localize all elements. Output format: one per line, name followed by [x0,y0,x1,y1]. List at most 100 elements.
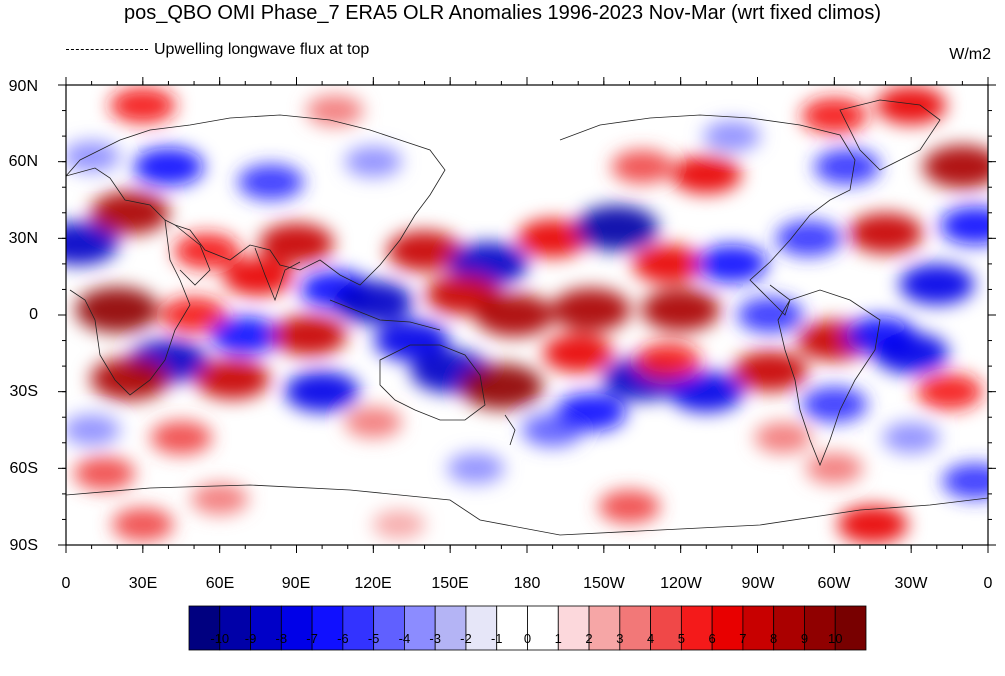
anomaly-blob [875,86,947,125]
units-label: W/m2 [949,46,991,63]
colorbar-swatch [834,605,867,651]
lat-label-30s: 30S [9,383,38,400]
lat-label-90n: 90N [8,78,38,95]
anomaly-blob [882,422,940,454]
lon-label-90w: 90W [741,575,775,592]
axis-ticks [58,77,996,553]
colorbar-tick-label: 7 [739,631,747,646]
coastline-maritime [329,299,441,331]
anomaly-blob [75,287,160,333]
coastline-india [254,247,301,302]
anomaly-blob [814,148,881,185]
coastline-europe-asia [66,114,446,286]
colorbar-tick-label: 2 [585,631,593,646]
anomaly-blob [66,221,119,266]
anomaly-blob [150,420,213,455]
colorbar-tick-label: 1 [554,631,562,646]
anomaly-blob [551,288,631,332]
anomaly-blob [634,343,701,379]
anomaly-blob [474,293,554,337]
colorbar-swatch [711,605,744,651]
legend-label: Upwelling longwave flux at top [154,41,370,58]
anomaly-field [66,86,988,544]
lat-label-eq: 0 [29,306,38,323]
anomaly-blob [73,456,136,491]
anomaly-blob [754,422,812,454]
anomaly-blob [90,191,170,235]
colorbar-tick-label: -6 [337,631,349,646]
anomaly-blob [899,263,975,305]
anomaly-blob [696,244,768,284]
colorbar-swatch [773,605,805,651]
colorbar-tick-label: 3 [616,631,624,646]
anomaly-blob [611,149,674,184]
anomaly-blob [916,373,983,410]
colorbar-tick-label: -10 [210,631,230,646]
colorbar-tick-label: 4 [646,631,655,646]
lon-label-120e: 120E [354,575,392,592]
lon-label-30e: 30E [128,575,158,592]
anomaly-blob [112,507,174,542]
colorbar-tick-label: 5 [677,631,685,646]
anomaly-blob [775,220,842,257]
anomaly-blob [372,510,426,539]
colorbar-tick-label: 8 [770,631,778,646]
anomaly-blob [668,371,744,413]
anomaly-blob [109,87,176,124]
colorbar-tick-label: -1 [490,631,503,646]
anomaly-blob [837,505,908,544]
map-title: pos_QBO OMI Phase_7 ERA5 OLR Anomalies 1… [124,2,881,24]
lon-label-150e: 150E [431,575,469,592]
lon-label-60w: 60W [817,575,851,592]
anomaly-blob [222,257,294,296]
anomaly-blob [801,97,868,134]
colorbar-swatch [434,605,467,651]
coastline-africa [66,167,191,396]
anomaly-blob [574,205,659,251]
anomaly-blob [543,334,614,373]
anomaly-blob [195,358,270,400]
coastline-antarctica [66,484,988,536]
anomaly-blob [555,392,627,432]
coastlines [66,99,988,536]
anomaly-blob [801,386,868,423]
coastline-arabia [174,224,211,286]
anomaly-blob [306,94,364,127]
lat-label-30n: 30N [8,230,38,247]
colorbar-tick-label: -4 [398,631,411,646]
lon-label-120w: 120W [660,575,702,592]
anomaly-blob [66,140,121,173]
colorbar-tick-label: -5 [367,631,380,646]
colorbar-swatch [311,605,344,651]
anomaly-blob [942,463,988,500]
anomaly-blob [671,155,742,194]
lon-label-150w: 150W [583,575,625,592]
colorbar-swatch [619,605,651,651]
anomaly-blob [271,315,347,356]
anomaly-blob [161,297,228,333]
anomaly-blob [284,371,360,413]
anomaly-blob [374,320,450,361]
anomaly-blob [237,164,304,201]
coastline-north-america [559,114,856,316]
anomaly-blob [703,120,761,152]
dashed-line-legend: Upwelling longwave flux at top [66,40,369,60]
anomaly-blob [517,219,588,258]
lat-label-60s: 60S [9,460,38,477]
coastline-south-america [777,289,881,467]
anomaly-blob [632,244,704,284]
colorbar-tick-label: 10 [827,631,843,646]
anomaly-blob [873,332,949,374]
anomaly-blob [191,483,249,515]
lon-label-180: 180 [513,575,541,592]
colorbar-swatch [496,605,528,651]
colorbar [188,605,867,651]
anomaly-blob [210,316,281,355]
anomaly-blob [333,280,413,324]
anomaly-blob [344,406,402,438]
colorbar-swatch [557,605,590,651]
anomaly-blob [641,288,721,332]
lat-label-90s: 90S [9,537,38,554]
lat-label-60n: 60N [8,153,38,170]
